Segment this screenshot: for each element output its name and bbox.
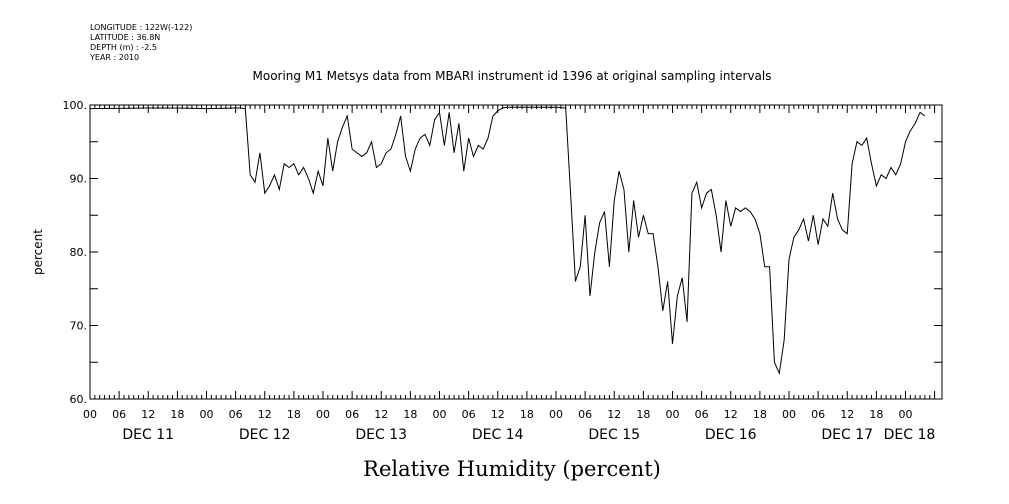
- x-tick-label: 06: [811, 408, 825, 421]
- x-tick-label: 18: [636, 408, 650, 421]
- day-label: DEC 11: [122, 427, 174, 443]
- day-label: DEC 15: [588, 427, 640, 443]
- day-label: DEC 16: [705, 427, 757, 443]
- x-tick-label: 18: [403, 408, 417, 421]
- meta-latitude: LATITUDE : 36.8N: [90, 33, 160, 42]
- y-axis-label: percent: [31, 229, 45, 275]
- axis-tick-marks: [89, 104, 942, 400]
- x-tick-label: 18: [753, 408, 767, 421]
- y-tick-label: 100.: [63, 99, 88, 112]
- x-tick-label: 12: [840, 408, 854, 421]
- y-tick-label: 60.: [70, 393, 88, 406]
- x-tick-label: 06: [578, 408, 592, 421]
- axis-ticks: [89, 104, 942, 400]
- x-tick-label: 18: [170, 408, 184, 421]
- day-label: DEC 14: [472, 427, 524, 443]
- meta-year: YEAR : 2010: [89, 53, 139, 62]
- x-tick-label: 00: [200, 408, 214, 421]
- x-tick-label: 06: [229, 408, 243, 421]
- x-tick-label: 06: [345, 408, 359, 421]
- x-tick-label: 12: [724, 408, 738, 421]
- x-tick-label: 06: [695, 408, 709, 421]
- x-tick-label: 00: [666, 408, 680, 421]
- x-tick-label: 06: [112, 408, 126, 421]
- day-label: DEC 12: [239, 427, 291, 443]
- day-label: DEC 17: [821, 427, 873, 443]
- meta-depth: DEPTH (m) : -2.5: [90, 43, 157, 52]
- day-labels: DEC 11 DEC 12 DEC 13 DEC 14 DEC 15 DEC 16 DEC …: [122, 427, 935, 443]
- meta-longitude: LONGITUDE : 122W(-122): [90, 23, 192, 32]
- x-tick-label: 00: [83, 408, 97, 421]
- x-tick-label: 18: [287, 408, 301, 421]
- x-tick-label: 12: [491, 408, 505, 421]
- x-tick-label: 06: [462, 408, 476, 421]
- y-tick-labels: 60. 70. 80. 90. 100.: [63, 99, 88, 406]
- y-tick-label: 90.: [70, 173, 88, 186]
- x-tick-label: 00: [899, 408, 913, 421]
- series-line-relative-humidity: [89, 106, 926, 376]
- x-tick-label: 00: [433, 408, 447, 421]
- x-tick-label: 12: [374, 408, 388, 421]
- x-tick-label: 12: [258, 408, 272, 421]
- x-tick-label: 12: [607, 408, 621, 421]
- x-tick-labels: 00 06 12 18 00 06 12 18 00 06 12 18 00 06 12 18 00 06 12 18…: [83, 408, 913, 421]
- x-tick-label: 00: [782, 408, 796, 421]
- x-tick-label: 12: [141, 408, 155, 421]
- y-tick-label: 80.: [70, 246, 88, 259]
- x-tick-label: 00: [316, 408, 330, 421]
- x-tick-label: 18: [520, 408, 534, 421]
- day-label: DEC 13: [355, 427, 407, 443]
- x-tick-label: 18: [869, 408, 883, 421]
- x-axis-label: Relative Humidity (percent): [363, 457, 661, 481]
- x-tick-label: 00: [549, 408, 563, 421]
- day-label: DEC 18: [884, 427, 936, 443]
- plot-frame: [89, 104, 943, 400]
- chart-title: Mooring M1 Metsys data from MBARI instru…: [253, 69, 772, 83]
- y-tick-label: 70.: [70, 320, 88, 333]
